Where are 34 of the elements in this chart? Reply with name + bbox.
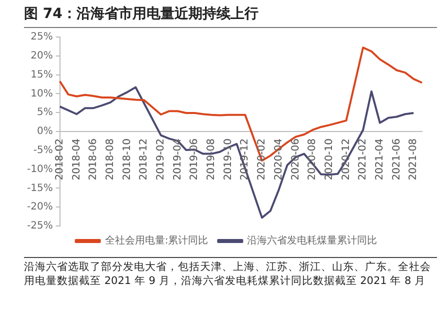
- x-tick-label: 2021-02: [358, 138, 369, 180]
- x-tick-label: 2018-12: [138, 138, 150, 180]
- y-tick-label: -15%: [26, 182, 53, 194]
- x-tick-label: 2018-08: [104, 138, 116, 180]
- y-tick-label: -10%: [26, 164, 53, 175]
- x-tick-label: 2019-10: [222, 138, 234, 180]
- y-tick-label: 20%: [30, 50, 53, 62]
- x-tick-label: 2020-02: [256, 138, 268, 180]
- x-tick-label: 2020-08: [307, 138, 318, 180]
- x-tick-label: 2020-04: [273, 138, 284, 180]
- y-tick-label: 0%: [36, 126, 53, 138]
- x-tick-label: 2021-04: [374, 138, 386, 180]
- x-tick-label: 2020-12: [340, 138, 352, 180]
- x-tick-label: 2019-02: [156, 138, 166, 180]
- x-tick-label: 2021-08: [408, 138, 420, 180]
- x-tick-label: 2021-06: [391, 138, 402, 180]
- x-tick-label: 2018-02: [54, 138, 66, 180]
- y-tick-label: 25%: [30, 32, 53, 43]
- x-tick-label: 2019-06: [189, 138, 200, 180]
- y-tick-label: -5%: [33, 144, 53, 156]
- y-tick-label: -25%: [26, 220, 53, 232]
- y-tick-label: 10%: [30, 88, 53, 100]
- x-tick-label: 2018-04: [71, 138, 82, 180]
- x-tick-label: 2018-06: [88, 138, 100, 180]
- y-tick-label: 5%: [36, 107, 53, 118]
- y-tick-label: -20%: [26, 202, 53, 213]
- x-tick-label: 2019-12: [240, 138, 251, 180]
- chart-title: 图 74：沿海省市用电量近期持续上行: [24, 0, 437, 28]
- x-tick-label: 2018-10: [122, 138, 133, 180]
- legend-label: 全社会用电量:累计同比: [104, 234, 208, 247]
- legend-label: 沿海六省发电耗煤量累计同比: [247, 234, 378, 247]
- x-tick-label: 2019-08: [206, 138, 218, 180]
- y-tick-label: 15%: [30, 69, 53, 80]
- text: 沿海六省选取了部分发电大省，包括天津、上海、江苏、浙江、山东、广东。全社会用电量数据截至 2021 年 9 月，沿海六省发电耗煤累计同比数据截至 2021 年 8 月: [24, 260, 432, 288]
